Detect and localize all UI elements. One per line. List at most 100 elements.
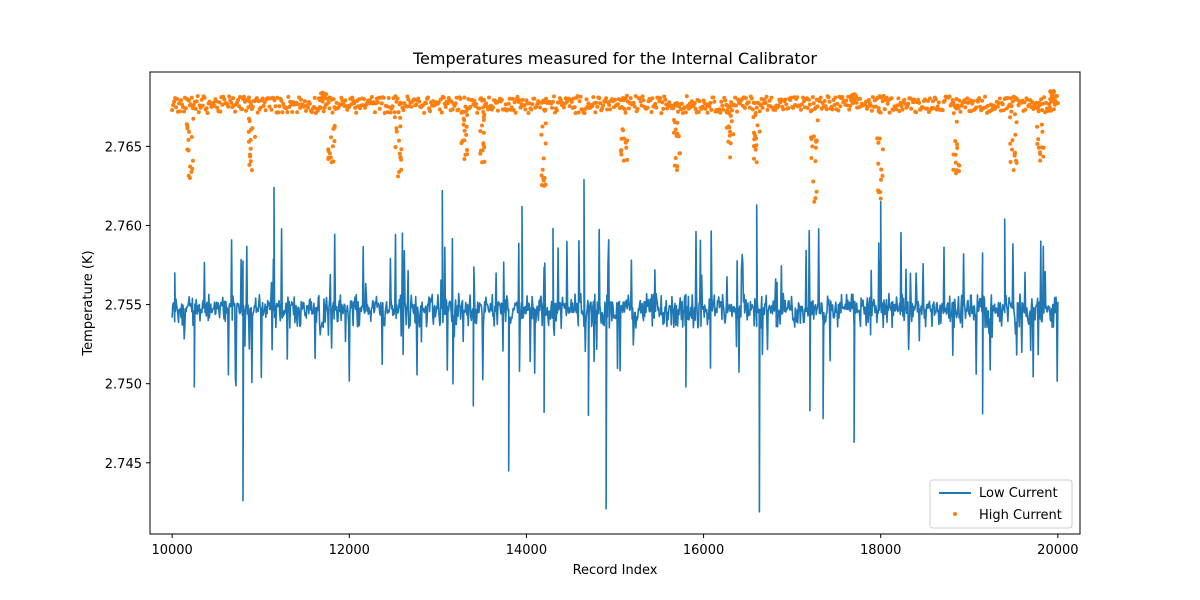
series-point-high-current (597, 96, 602, 100)
series-point-high-current (663, 97, 668, 102)
series-point-high-current (567, 104, 572, 109)
series-point-high-current (372, 110, 377, 115)
y-axis: 2.745 2.750 2.755 2.760 2.765 (105, 140, 150, 472)
series-point-high-current (318, 96, 323, 101)
series-point-high-current (543, 182, 548, 187)
series-point-high-current (996, 101, 1001, 106)
series-point-high-current (577, 99, 582, 104)
series-point-high-current (465, 148, 469, 152)
series-point-high-current (573, 111, 578, 115)
series-point-high-current (183, 106, 188, 111)
series-point-high-current (753, 147, 758, 152)
series-point-high-current (953, 139, 958, 143)
series-point-high-current (854, 100, 859, 105)
series-point-high-current (1039, 122, 1044, 127)
series-point-high-current (409, 104, 414, 109)
series-point-high-current (412, 97, 417, 102)
series-point-high-current (846, 94, 851, 99)
series-point-high-current (625, 157, 630, 162)
series-point-high-current (254, 96, 259, 101)
series-point-high-current (540, 167, 545, 172)
series-point-high-current (398, 124, 403, 129)
series-point-high-current (811, 101, 816, 106)
series-point-high-current (189, 169, 194, 174)
y-tick-label: 2.755 (105, 299, 142, 314)
series-point-high-current (1010, 99, 1015, 104)
series-point-high-current (377, 106, 382, 111)
series-point-high-current (1035, 124, 1040, 129)
series-point-high-current (1010, 138, 1015, 143)
series-point-high-current (353, 105, 358, 110)
series-point-high-current (849, 96, 853, 101)
series-point-high-current (398, 115, 403, 120)
series-point-high-current (450, 107, 455, 112)
series-point-high-current (422, 110, 427, 115)
series-point-high-current (852, 96, 857, 101)
series-point-high-current (326, 149, 331, 154)
series-point-high-current (401, 108, 406, 112)
series-point-high-current (193, 106, 198, 111)
series-point-high-current (1023, 107, 1028, 112)
series-point-high-current (896, 96, 901, 101)
series-point-high-current (369, 95, 374, 99)
series-point-high-current (304, 108, 308, 113)
series-point-high-current (955, 142, 959, 147)
series-point-high-current (902, 97, 907, 102)
series-point-high-current (995, 104, 1000, 109)
series-point-high-current (879, 177, 883, 182)
series-point-high-current (940, 108, 945, 113)
series-point-high-current (818, 95, 823, 100)
series-point-high-current (752, 131, 757, 136)
series-point-high-current (1035, 141, 1040, 146)
series-point-high-current (331, 126, 336, 131)
series-point-high-current (914, 110, 919, 115)
series-point-high-current (286, 94, 291, 99)
series-point-high-current (399, 147, 404, 152)
series-point-high-current (954, 106, 959, 111)
series-point-high-current (844, 98, 849, 103)
series-point-high-current (1050, 94, 1055, 99)
series-point-high-current (958, 109, 963, 114)
series-point-high-current (352, 101, 357, 106)
series-point-high-current (199, 97, 204, 102)
series-point-high-current (462, 157, 467, 161)
series-point-high-current (468, 104, 473, 109)
series-point-high-current (246, 116, 251, 121)
series-point-high-current (1000, 102, 1005, 107)
series-point-high-current (185, 126, 190, 131)
series-point-high-current (482, 97, 487, 102)
series-point-high-current (229, 100, 234, 105)
series-point-high-current (633, 94, 638, 99)
series-point-high-current (653, 101, 658, 106)
series-point-high-current (544, 96, 549, 101)
series-point-high-current (877, 136, 882, 141)
series-point-high-current (404, 104, 409, 109)
series-point-high-current (823, 104, 828, 109)
series-point-high-current (654, 105, 659, 110)
series-point-high-current (758, 103, 763, 108)
series-point-high-current (813, 159, 818, 164)
series-point-high-current (763, 100, 768, 105)
series-point-high-current (692, 101, 697, 105)
series-point-high-current (1013, 112, 1017, 117)
series-point-high-current (267, 104, 272, 109)
series-point-high-current (575, 94, 580, 99)
series-point-high-current (640, 94, 645, 99)
series-point-high-current (386, 96, 391, 100)
series-point-high-current (482, 159, 487, 164)
series-point-high-current (880, 173, 885, 178)
series-point-high-current (826, 95, 831, 100)
series-point-high-current (675, 120, 680, 125)
series-point-high-current (331, 159, 336, 164)
series-point-high-current (757, 109, 762, 114)
series-point-high-current (675, 101, 679, 105)
series-point-high-current (626, 106, 631, 111)
series-point-high-current (750, 107, 755, 112)
series-point-high-current (728, 155, 733, 160)
series-point-high-current (499, 97, 504, 102)
series-point-high-current (296, 102, 301, 107)
series-point-high-current (284, 106, 289, 111)
series-point-high-current (912, 97, 917, 102)
series-point-high-current (978, 104, 983, 109)
series-point-high-current (1039, 97, 1044, 102)
